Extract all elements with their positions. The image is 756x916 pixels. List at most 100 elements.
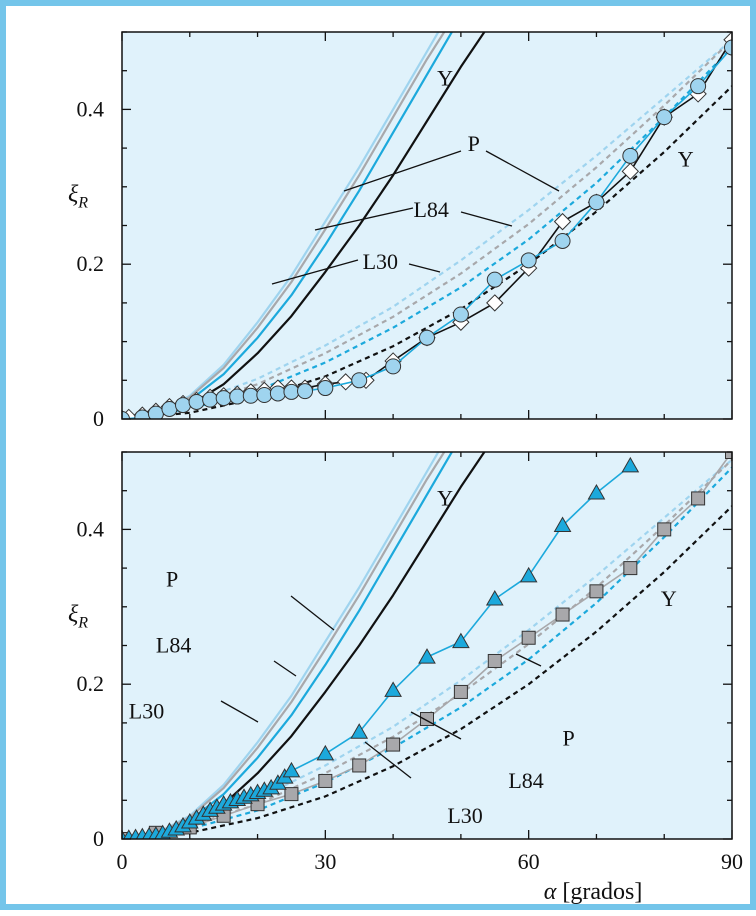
- top-circle-series-point-18: [452, 306, 469, 323]
- top-y-tick-label-1: 0.2: [77, 251, 105, 276]
- bottom-leader-line-1: [273, 660, 297, 677]
- bottom-x-tick-label-3: 90: [721, 849, 743, 874]
- bottom-square-series-point-8: [386, 737, 401, 752]
- top-circle-series-point-3: [161, 400, 178, 417]
- bottom-l84-solid-line: [155, 452, 446, 836]
- top-diamond-series-point-25: [621, 162, 640, 181]
- top-leader-line-1: [485, 150, 560, 192]
- top-circle-series-point-7: [215, 390, 232, 407]
- bottom-leader-line-3: [515, 653, 542, 667]
- bottom-y-tick-label-1: 0.2: [77, 671, 105, 696]
- bottom-square-series-point-10: [453, 684, 468, 699]
- top-circle-series-point-5: [188, 393, 205, 410]
- bottom-triangle-series-point-29: [418, 648, 436, 664]
- bottom-l30-dashed-line: [122, 458, 732, 839]
- top-curve-label-1: P: [468, 131, 480, 156]
- top-circle-series-point-16: [385, 358, 402, 375]
- top-circle-series-point-23: [622, 147, 639, 164]
- bottom-triangle-series-point-34: [587, 484, 606, 500]
- bottom-y-tick-label-2: 0.4: [77, 516, 105, 541]
- top-circle-series-point-0: [122, 411, 130, 419]
- top-y-tick-label-0: 0: [93, 406, 104, 431]
- top-y-axis-symbol: ξ: [68, 182, 79, 208]
- top-circle-series-point-9: [242, 387, 259, 404]
- top-y-axis-subscript: R: [77, 195, 88, 212]
- bottom-square-series-point-16: [657, 522, 672, 537]
- bottom-curve-label-5: P: [563, 725, 575, 750]
- top-leader-line-3: [460, 211, 513, 227]
- top-diamond-series-point-21: [486, 294, 504, 312]
- bottom-triangle-series-point-30: [452, 632, 470, 649]
- bottom-square-series-point-15: [623, 561, 638, 576]
- bottom-square-series-point-13: [555, 607, 570, 622]
- bottom-x-tick-label-1: 30: [314, 849, 336, 874]
- bottom-curve-label-0: Y: [437, 485, 453, 510]
- bottom-square-series-point-12: [521, 630, 536, 645]
- bottom-x-axis-symbol: α: [544, 879, 557, 905]
- top-leader-line-5: [408, 263, 441, 273]
- bottom-curve-label-3: L30: [129, 698, 164, 723]
- bottom-square-series-point-11: [487, 653, 502, 668]
- bottom-square-series-point-6: [318, 773, 333, 788]
- top-circle-series-point-20: [520, 252, 537, 269]
- bottom-square-series-point-7: [352, 758, 367, 773]
- top-circle-series-point-8: [229, 388, 246, 405]
- top-leader-line-4: [271, 259, 359, 285]
- top-curve-label-0: Y: [437, 65, 453, 90]
- bottom-triangle-series-point-27: [350, 723, 369, 739]
- bottom-y-axis-label: ξR: [68, 602, 88, 632]
- top-circle-series-point-25: [690, 78, 707, 95]
- top-circle-series-point-13: [297, 383, 313, 400]
- top-circle-series-point-4: [175, 397, 191, 414]
- top-circle-series-point-10: [256, 387, 273, 404]
- top-plot-area: [122, 32, 732, 419]
- top-leader-line-2: [314, 207, 414, 231]
- bottom-square-series-point-17: [691, 491, 706, 506]
- bottom-triangle-series-point-33: [553, 516, 572, 533]
- top-p-solid-line: [155, 32, 454, 417]
- bottom-plot-area: [122, 452, 732, 839]
- bottom-curve-label-4: Y: [661, 586, 677, 611]
- bottom-square-series-point-14: [589, 584, 604, 599]
- top-curve-label-2: L84: [413, 197, 448, 222]
- bottom-triangle-series-point-28: [384, 681, 402, 697]
- top-circle-series-point-12: [283, 383, 300, 400]
- bottom-leader-line-2: [220, 700, 259, 723]
- bottom-triangle-series-point-25: [282, 761, 301, 778]
- bottom-leader-line-0: [290, 595, 335, 631]
- bottom-x-axis-unit: [grados]: [556, 879, 642, 905]
- top-circle-series-point-11: [269, 385, 286, 402]
- bottom-curve-label-7: L30: [447, 803, 482, 828]
- bottom-y-axis-subscript: R: [77, 615, 88, 632]
- top-circle-series-point-24: [656, 109, 673, 126]
- bottom-triangle-series-point-31: [485, 590, 504, 606]
- top-y-axis-label: ξR: [68, 182, 88, 212]
- top-circle-series-point-19: [486, 271, 503, 288]
- top-l30-dashed-line: [122, 38, 732, 419]
- bottom-y-axis-symbol: ξ: [68, 602, 79, 628]
- bottom-y-tick-label-0: 0: [93, 826, 104, 851]
- top-y-tick-label-2: 0.4: [77, 96, 105, 121]
- top-circle-series-point-17: [419, 329, 435, 346]
- bottom-y-dashed-line: [122, 505, 732, 839]
- bottom-x-tick-label-2: 60: [518, 849, 540, 874]
- bottom-square-series-point-18: [725, 452, 732, 459]
- bottom-triangle-series-point-26: [316, 744, 335, 761]
- bottom-leader-line-5: [364, 741, 412, 779]
- top-diamond-series-point-23: [553, 212, 572, 231]
- top-circle-series-point-1: [134, 409, 151, 419]
- top-leader-line-0: [343, 150, 462, 192]
- top-curve-label-3: L30: [363, 249, 398, 274]
- top-circle-series-point-22: [588, 194, 605, 211]
- bottom-leader-line-4: [410, 711, 462, 740]
- top-panel: 0 0.2 0.4 ξR Y P L84 L30 Y: [68, 31, 733, 431]
- bottom-curve-label-6: L84: [508, 768, 543, 793]
- bottom-data-layer: [122, 452, 732, 839]
- bottom-x-tick-label-0: 0: [117, 849, 128, 874]
- top-data-layer: [122, 32, 732, 419]
- top-circle-series-point-15: [351, 372, 368, 389]
- bottom-square-series-point-5: [284, 787, 299, 802]
